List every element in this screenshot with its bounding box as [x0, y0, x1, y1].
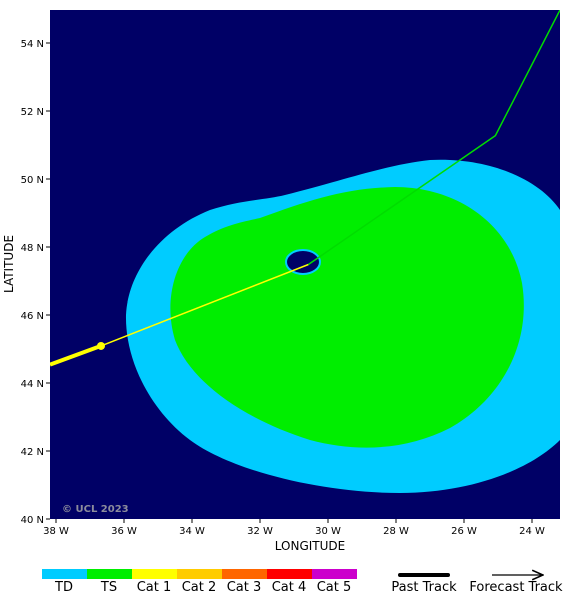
legend-label-cat1: Cat 1 — [137, 580, 172, 595]
past-track-legend-label: Past Track — [391, 580, 457, 595]
legend-swatch-cat3 — [222, 569, 267, 579]
y-tick-label: 46 N — [21, 311, 44, 322]
y-tick-label: 52 N — [21, 107, 44, 118]
y-tick-label: 50 N — [21, 175, 44, 186]
legend-label-cat3: Cat 3 — [227, 580, 262, 595]
y-tick-label: 48 N — [21, 243, 44, 254]
y-tick-label: 54 N — [21, 39, 44, 50]
y-tick-label: 44 N — [21, 379, 44, 390]
legend-label-cat5: Cat 5 — [317, 580, 352, 595]
legend-label-cat4: Cat 4 — [272, 580, 307, 595]
x-axis-title: LONGITUDE — [275, 539, 345, 553]
legend-label-ts: TS — [100, 580, 117, 595]
x-axis — [55, 519, 533, 523]
storm-eye — [285, 249, 321, 275]
x-tick-label: 36 W — [111, 526, 137, 537]
x-tick-labels: 38 W 36 W 34 W 32 W 30 W 28 W 26 W 24 W — [43, 526, 545, 537]
y-tick-labels: 40 N 42 N 44 N 46 N 48 N 50 N 52 N 54 N — [21, 39, 44, 526]
wind-swath — [125, 159, 560, 493]
x-tick-label: 24 W — [519, 526, 545, 537]
ts-wind-region — [170, 187, 524, 448]
copyright-watermark: © UCL 2023 — [62, 504, 129, 515]
x-tick-label: 28 W — [383, 526, 409, 537]
legend-label-td: TD — [54, 580, 73, 595]
y-axis — [46, 42, 50, 520]
x-tick-label: 34 W — [179, 526, 205, 537]
forecast-track-line — [307, 10, 560, 266]
legend-swatch-cat4 — [267, 569, 312, 579]
legend-label-cat2: Cat 2 — [182, 580, 217, 595]
y-tick-label: 40 N — [21, 515, 44, 526]
x-tick-label: 26 W — [451, 526, 477, 537]
past-track-thick — [50, 344, 102, 367]
legend-swatch-cat5 — [312, 569, 357, 579]
legend-swatch-ts — [87, 569, 132, 579]
x-tick-label: 38 W — [43, 526, 69, 537]
y-tick-label: 42 N — [21, 447, 44, 458]
x-tick-label: 30 W — [315, 526, 341, 537]
past-track-line — [100, 263, 309, 347]
track-layer — [50, 10, 560, 367]
legend-swatch-cat1 — [132, 569, 177, 579]
y-axis-title: LATITUDE — [2, 235, 16, 293]
intensity-legend: TD TS Cat 1 Cat 2 Cat 3 Cat 4 Cat 5 Past… — [42, 569, 563, 595]
legend-swatch-cat2 — [177, 569, 222, 579]
legend-swatch-td — [42, 569, 87, 579]
current-position-marker — [97, 341, 105, 350]
forecast-track-legend-label: Forecast Track — [469, 580, 563, 595]
x-tick-label: 32 W — [247, 526, 273, 537]
